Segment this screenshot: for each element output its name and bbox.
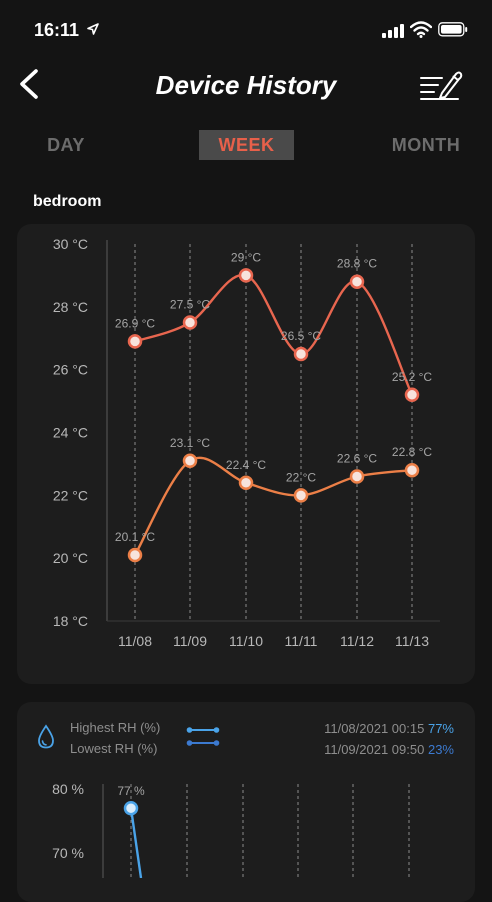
data-label-high: 25.2 °C [392,370,432,384]
data-label-low: 22.8 °C [392,445,432,459]
x-tick-label: 11/12 [340,633,374,649]
data-point-low [238,475,254,491]
data-label-high: 26.9 °C [115,316,155,330]
data-point-high [127,334,143,349]
x-tick-label: 11/10 [229,633,263,649]
humidity-chart-card [17,702,475,902]
data-point-high [238,268,254,283]
status-time: 16:11 [34,20,80,40]
y-tick-label: 18 °C [53,613,88,629]
rh-lowest-time: 11/09/2021 09:50 [324,742,425,757]
rh-series-line [129,808,143,878]
tab-day[interactable]: DAY [47,135,85,155]
data-point-low [404,462,420,478]
x-tick-label: 11/08 [118,633,152,649]
rh-highest-value: 77% [427,721,454,736]
data-label-high: 29 °C [231,250,261,264]
rh-highest-reading: 11/08/2021 00:15 77% [324,721,454,736]
rh-lowest-label: Lowest RH (%) [70,741,158,756]
data-label-low: 22.6 °C [337,451,377,465]
room-label: bedroom [33,193,102,210]
y-tick-label: 20 °C [53,550,88,566]
rh-y-tick-label: 80 % [52,781,84,797]
data-point-high [404,387,420,403]
location-arrow-icon [87,23,99,35]
back-button[interactable] [16,68,44,100]
data-point-low [293,488,309,503]
data-label-low: 22.4 °C [226,458,266,472]
edit-list-icon [420,71,463,100]
tab-month[interactable]: MONTH [391,135,461,155]
rh-lowest-reading: 11/09/2021 09:50 23% [324,742,454,757]
rh-highest-label: Highest RH (%) [70,720,161,735]
data-label-low: 23.1 °C [170,436,210,450]
tab-week[interactable]: WEEK [199,130,294,160]
signal-icon [382,24,404,38]
y-tick-label: 28 °C [53,299,88,315]
data-point-high [182,315,198,330]
edit-button[interactable] [418,68,464,102]
data-point-high [293,346,309,362]
y-tick-label: 24 °C [53,425,88,441]
y-tick-label: 22 °C [53,487,88,503]
humidity-chart: 80 % 70 % 77 % [52,781,410,878]
rh-y-tick-label: 70 % [52,845,84,861]
battery-icon [438,22,468,37]
x-tick-label: 11/13 [395,633,429,649]
page-title: Device History [155,70,337,100]
legend-line-swatch-icon [186,727,220,746]
data-label-low: 20.1 °C [115,530,155,544]
rh-highest-time: 11/08/2021 00:15 [324,721,425,736]
series-line-high [134,273,414,396]
series-line-low [133,456,413,556]
rh-lowest-value: 23% [427,742,454,757]
y-tick-label: 30 °C [53,236,88,252]
x-tick-label: 11/11 [285,633,318,649]
rh-data-label: 77 % [117,784,145,798]
rh-data-point [123,800,139,816]
x-tick-label: 11/09 [173,633,207,649]
water-drop-icon [38,724,54,749]
data-point-low [349,469,365,484]
data-point-low [127,547,143,563]
data-label-high: 26.5 °C [281,329,321,343]
chevron-left-icon [20,69,38,99]
data-label-high: 28.8 °C [337,257,377,271]
temperature-chart: 11/08 11/09 11/10 11/11 11/12 11/13 30 °C 28 °C… [53,236,440,649]
data-label-high: 27.5 °C [170,298,210,312]
data-point-high [349,274,365,289]
y-tick-label: 26 °C [53,362,88,378]
data-label-low: 22 °C [286,470,316,484]
wifi-icon [410,21,432,38]
data-point-low [182,453,198,469]
